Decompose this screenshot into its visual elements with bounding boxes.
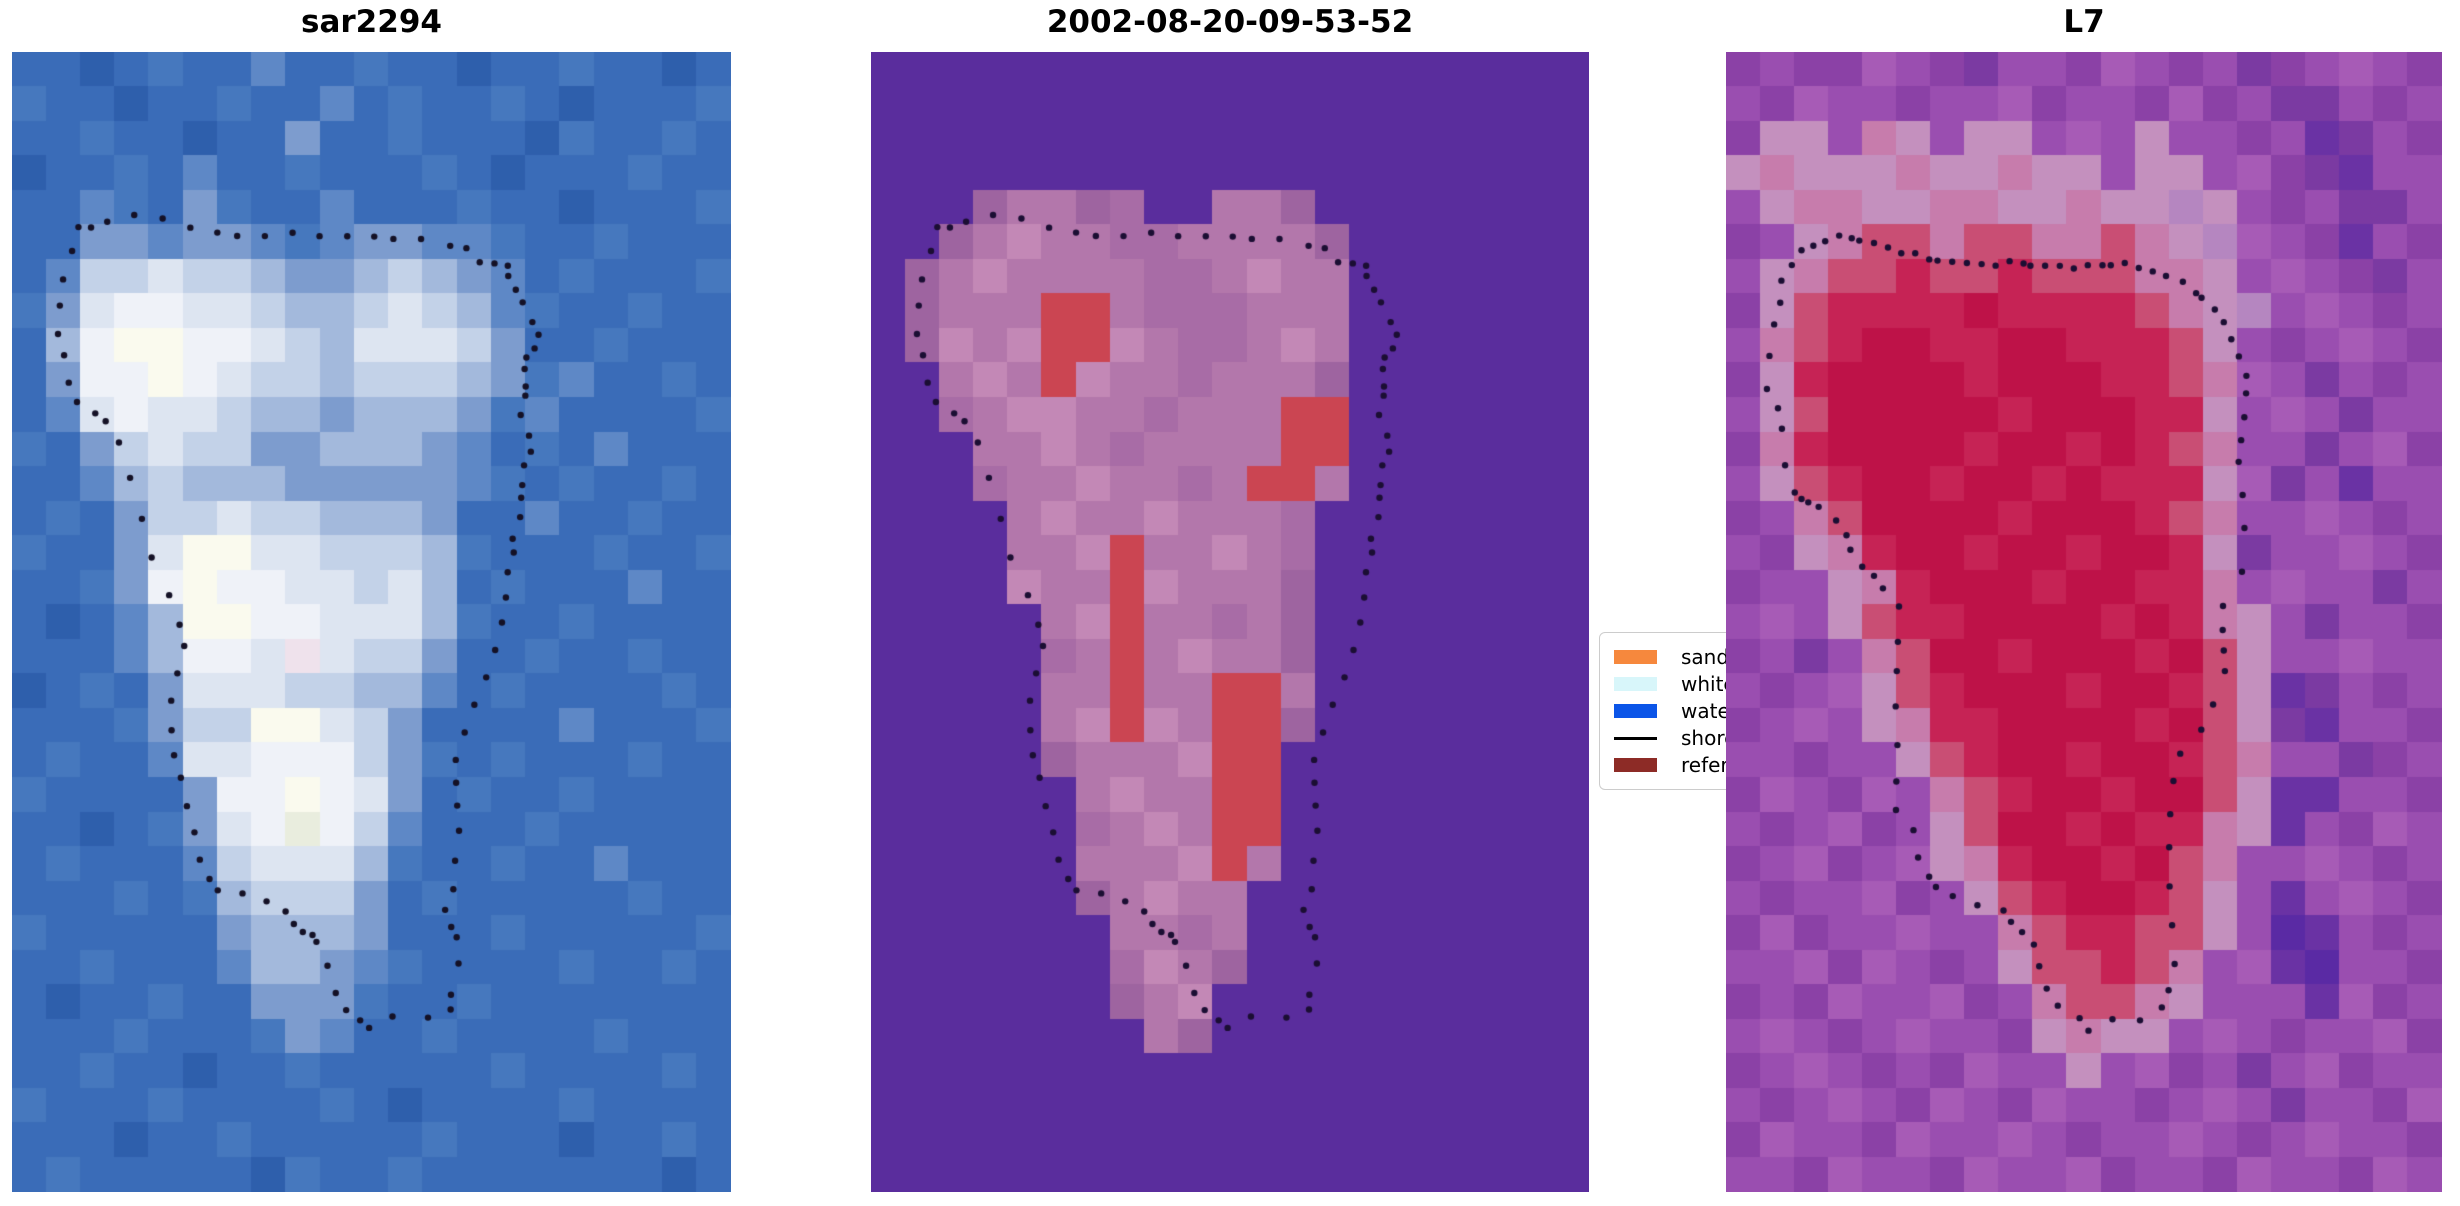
reference-swatch-icon: [1614, 758, 1657, 772]
sar-image-panel: [12, 52, 731, 1192]
optical-image-panel: [871, 52, 1589, 1192]
shoreline-line-icon: [1614, 736, 1657, 740]
legend-label: sand: [1681, 645, 1730, 669]
panel-title-sar: sar2294: [301, 4, 442, 40]
l7-image-panel: [1726, 52, 2442, 1192]
legend-item-sand: sand: [1614, 644, 1802, 670]
sand-swatch-icon: [1614, 650, 1657, 664]
panel-title-l7: L7: [2063, 4, 2105, 40]
water-swatch-icon: [1614, 704, 1657, 718]
whitewater-swatch-icon: [1614, 677, 1657, 691]
panel-title-date: 2002-08-20-09-53-52: [1046, 4, 1414, 40]
